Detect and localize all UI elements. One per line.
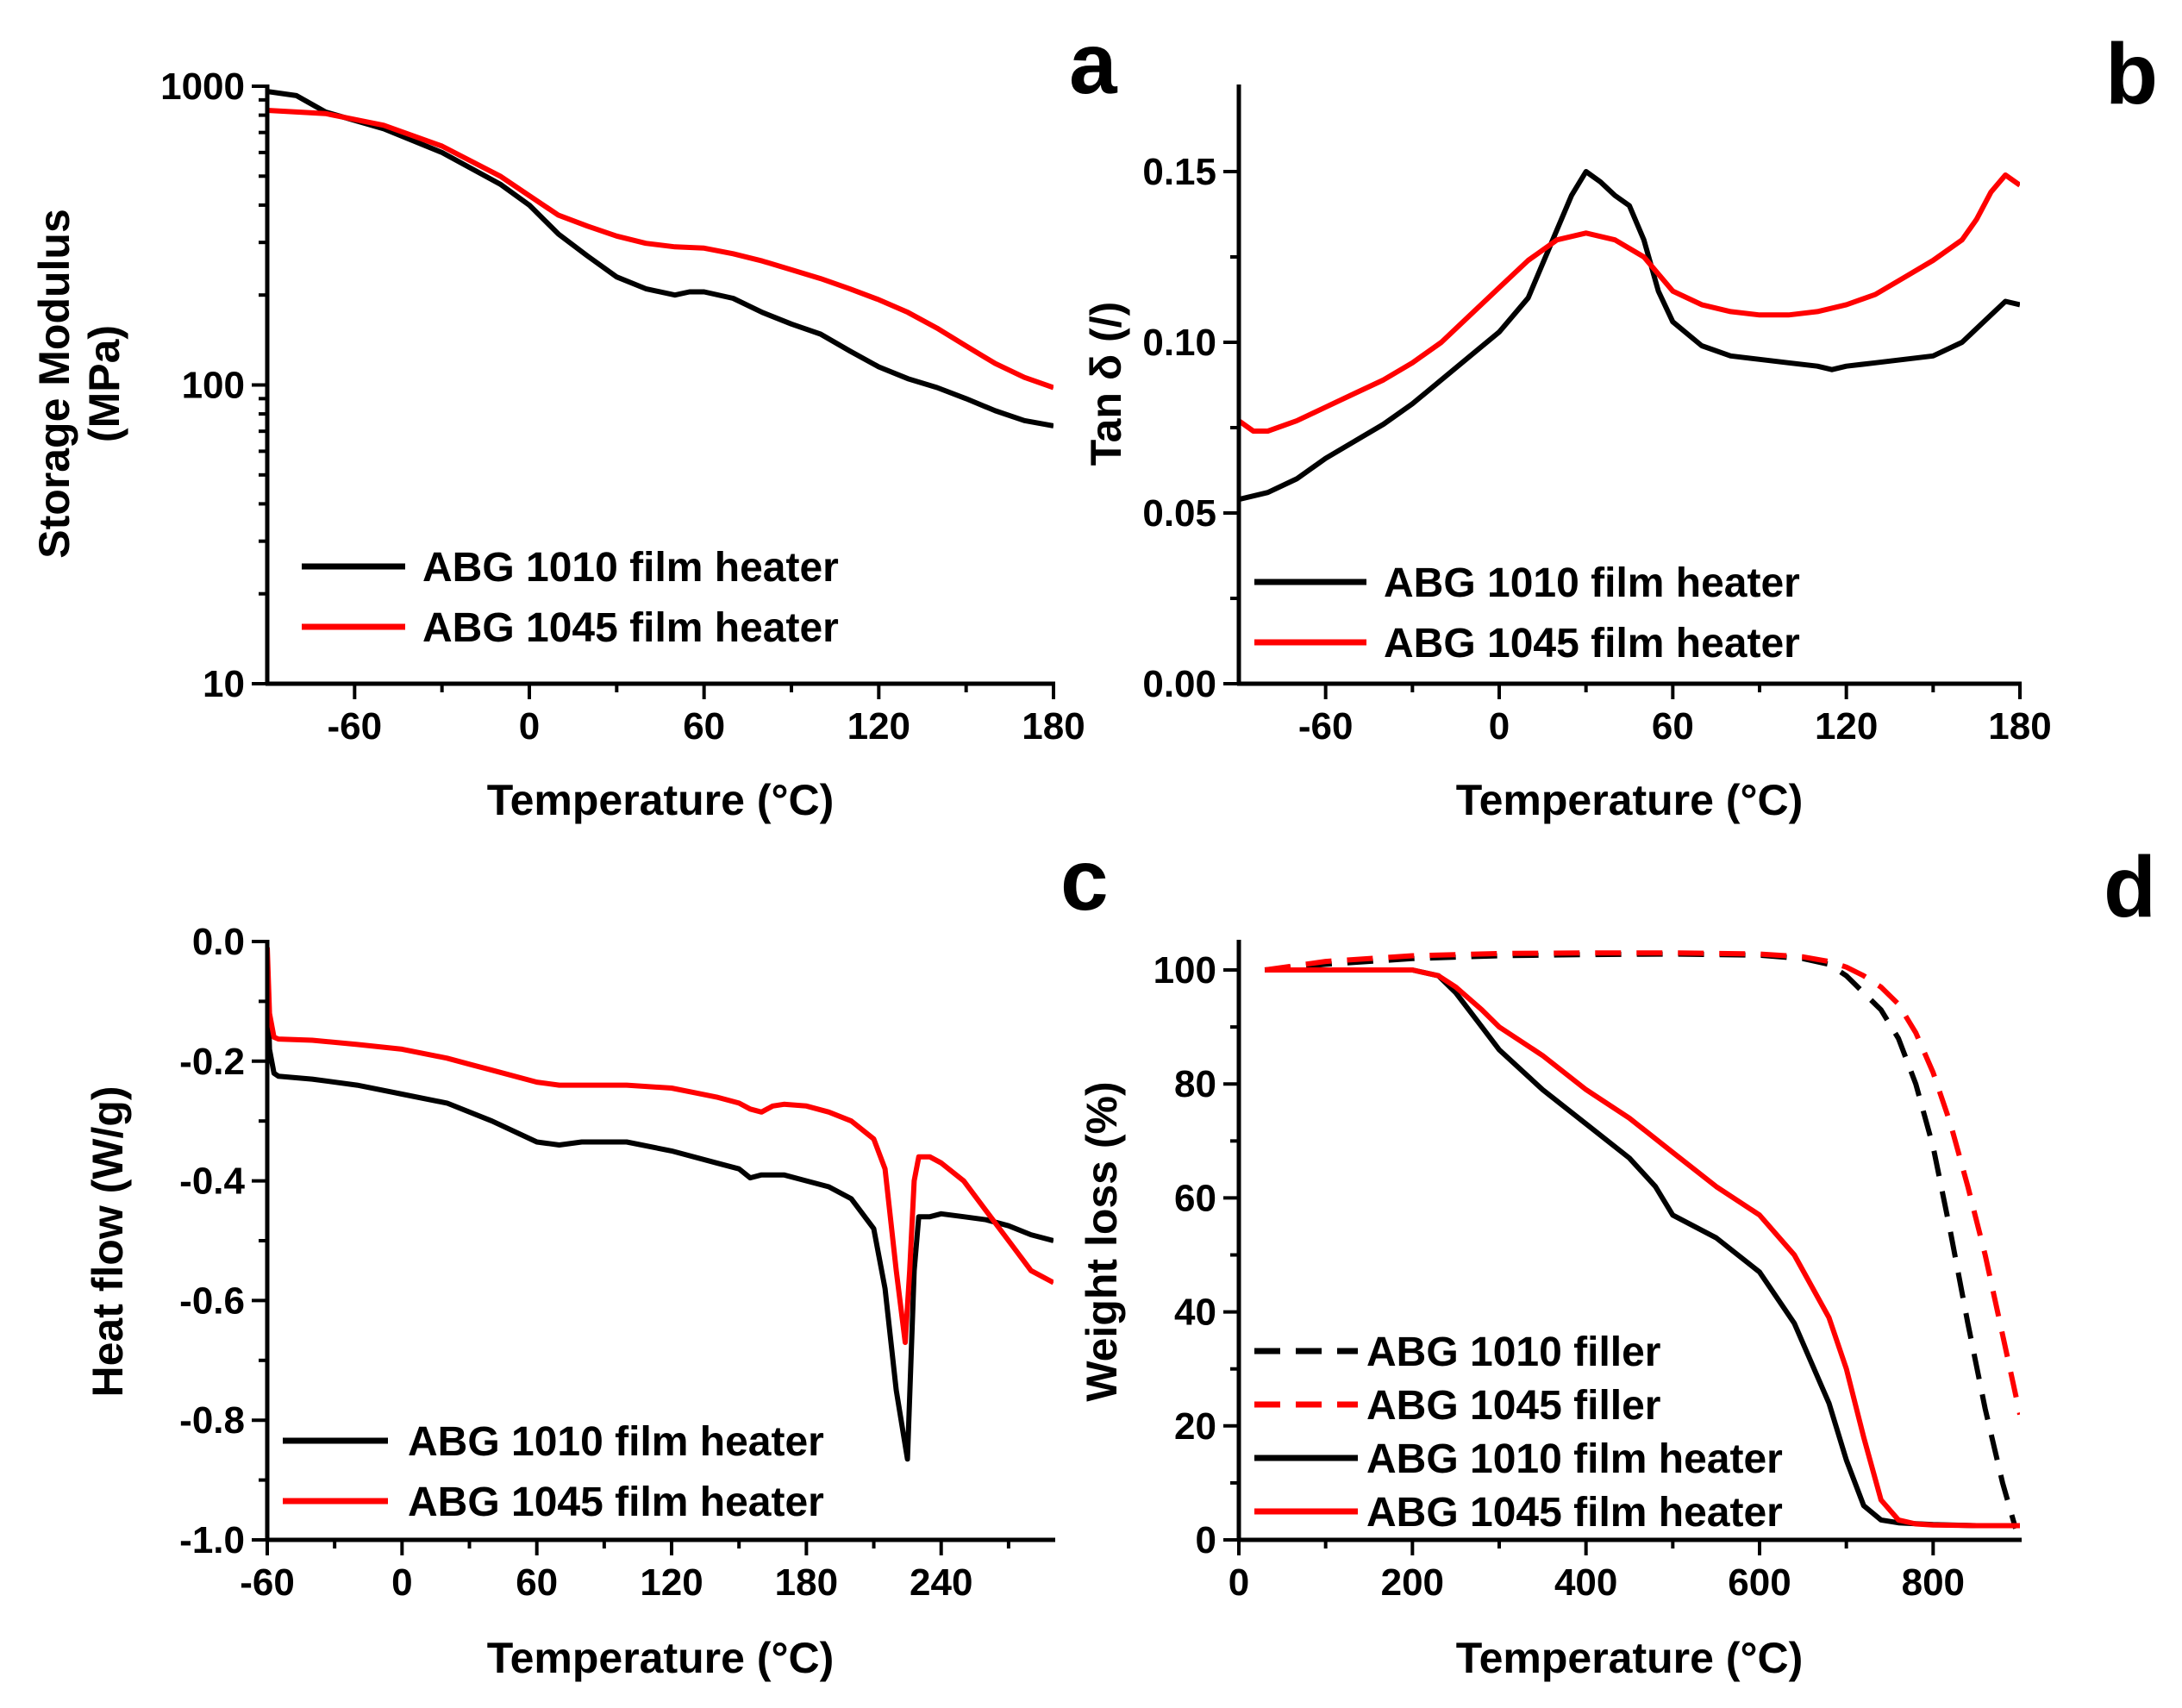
x-axis-title: Temperature (°C)	[487, 776, 834, 824]
y-axis-title: Tan δ (/)	[1082, 302, 1130, 466]
y-tick-label: 60	[1174, 1177, 1216, 1219]
x-tick-label: 60	[516, 1561, 558, 1604]
x-tick-label: 800	[1902, 1561, 1965, 1604]
y-tick-label: 20	[1174, 1405, 1216, 1448]
x-tick-label: 60	[683, 705, 725, 748]
x-tick-label: 0	[519, 705, 540, 748]
y-tick-label: 0	[1196, 1519, 1216, 1561]
panel-b: -60 0 60 120 180 0.00 0.05 0.10 0.15 Temperature …	[1082, 26, 2158, 824]
x-axis-title: Temperature (°C)	[1456, 1634, 1803, 1682]
series-line-1	[267, 89, 1053, 429]
x-tick-label: 0	[1229, 1561, 1249, 1604]
x-tick-label: 180	[1022, 705, 1085, 748]
x-tick-label: 120	[847, 705, 910, 748]
legend-label: ABG 1010 film heater	[1366, 1436, 1783, 1482]
legend-label: ABG 1010 filler	[1366, 1329, 1660, 1375]
legend-label: ABG 1045 film heater	[422, 605, 839, 651]
y-tick-label: 80	[1174, 1063, 1216, 1105]
y-tick-label: 100	[182, 365, 245, 407]
legend-label: ABG 1045 film heater	[1366, 1490, 1783, 1536]
x-tick-label: 120	[640, 1561, 703, 1604]
y-axis-title: Heat flow (W/g)	[84, 1085, 132, 1397]
series-line-2	[267, 108, 1053, 391]
series-line-2	[1264, 950, 2020, 1416]
y-tick-label: 0.15	[1142, 151, 1216, 193]
series-line-3	[1265, 967, 2020, 1529]
x-axis-title: Temperature (°C)	[487, 1634, 834, 1682]
x-tick-label: -60	[240, 1561, 295, 1604]
y-tick-label: 0.00	[1142, 663, 1216, 705]
legend: ABG 1010 filler ABG 1045 filler ABG 1010 f…	[1254, 1329, 1783, 1536]
y-tick-label: -0.8	[179, 1399, 245, 1442]
x-tick-label: 600	[1728, 1561, 1791, 1604]
y-tick-label: 0.05	[1142, 492, 1216, 535]
y-tick-label: 40	[1174, 1292, 1216, 1334]
x-tick-label: 60	[1652, 705, 1694, 748]
y-tick-label: 1000	[160, 66, 245, 108]
series-line-2	[267, 947, 1053, 1345]
panel-letter: d	[2104, 839, 2156, 935]
y-tick-label: -0.4	[179, 1161, 245, 1203]
legend-label: ABG 1045 filler	[1366, 1383, 1660, 1429]
x-tick-label: -60	[1298, 705, 1354, 748]
x-tick-label: 240	[910, 1561, 972, 1604]
y-axis-title-line2: (MPa)	[80, 325, 128, 442]
y-axis-title: Weight loss (%)	[1078, 1081, 1126, 1401]
legend-label: ABG 1010 film heater	[1384, 560, 1800, 606]
x-tick-label: 400	[1554, 1561, 1617, 1604]
legend: ABG 1010 film heater ABG 1045 film heater	[1254, 560, 1800, 666]
legend-label: ABG 1045 film heater	[408, 1480, 824, 1525]
y-tick-label: 0.10	[1142, 322, 1216, 364]
panel-letter: a	[1069, 16, 1118, 112]
x-tick-label: 0	[391, 1561, 412, 1604]
y-tick-label: 0.0	[192, 921, 245, 963]
panel-d: 0 200 400 600 800 0 20 40 60 80 100 Temperature (°C…	[1078, 839, 2156, 1682]
x-tick-label: 120	[1815, 705, 1878, 748]
legend-label: ABG 1010 film heater	[408, 1419, 824, 1465]
y-axis-title-line1: Storage Modulus	[30, 209, 78, 559]
x-axis-title: Temperature (°C)	[1456, 776, 1803, 824]
series-line-2	[1239, 172, 2020, 434]
panel-a: -60 0 60 120 180 10 100 1000 Temperature (°C) Sto…	[30, 16, 1118, 824]
series-line-1	[1239, 169, 2020, 503]
panel-letter: c	[1060, 832, 1109, 929]
legend: ABG 1010 film heater ABG 1045 film heater	[302, 545, 839, 651]
y-tick-label: 100	[1154, 949, 1216, 992]
x-tick-label: 180	[775, 1561, 838, 1604]
x-tick-label: -60	[328, 705, 383, 748]
series-line-4	[1265, 967, 2020, 1529]
x-tick-label: 200	[1381, 1561, 1444, 1604]
x-tick-label: 0	[1489, 705, 1510, 748]
y-tick-label: -0.2	[179, 1041, 245, 1083]
y-tick-label: -0.6	[179, 1279, 245, 1322]
y-tick-label: -1.0	[179, 1519, 245, 1561]
legend-label: ABG 1010 film heater	[422, 545, 839, 591]
legend-label: ABG 1045 film heater	[1384, 621, 1800, 666]
panel-c: -60 0 60 120 180 240 -1.0 -0.8 -0.6 -0.4 -0.2 0.0 Te…	[84, 832, 1109, 1682]
panel-letter: b	[2105, 26, 2158, 122]
x-tick-label: 180	[1988, 705, 2051, 748]
y-tick-label: 10	[203, 663, 245, 705]
legend: ABG 1010 film heater ABG 1045 film heater	[283, 1419, 824, 1525]
series-line-1	[267, 965, 1053, 1462]
